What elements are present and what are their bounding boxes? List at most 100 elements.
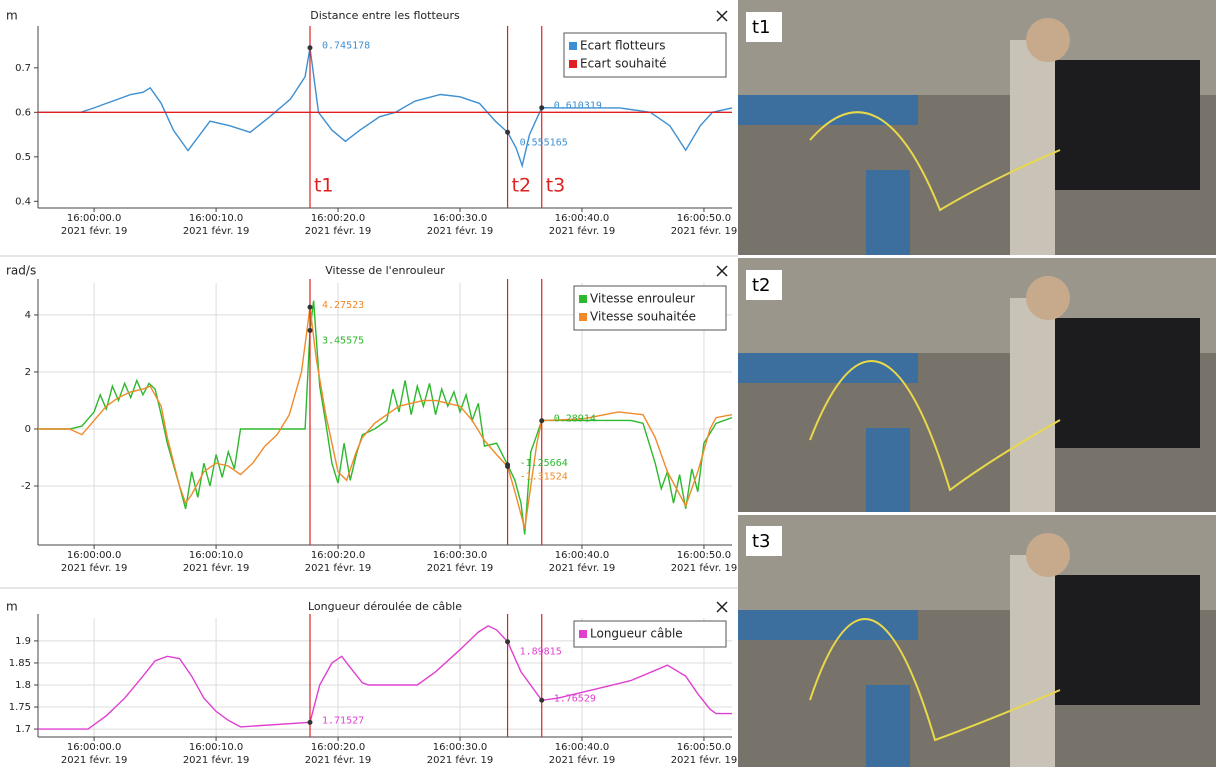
cursor-value: 3.45575 [322, 335, 364, 346]
cursor-dot [539, 418, 545, 424]
legend-box [563, 32, 727, 78]
x-tick-label: 16:00:50.0 [677, 550, 731, 561]
y-tick-label: 0.4 [15, 196, 31, 207]
x-tick-sublabel: 2021 févr. 19 [427, 754, 494, 766]
y-tick-label: 1.7 [15, 724, 31, 735]
x-tick-label: 16:00:40.0 [555, 213, 609, 224]
legend-label: Ecart souhaité [580, 57, 667, 71]
legend-box [573, 620, 727, 648]
photo [738, 258, 1216, 512]
cursor-dot [307, 719, 313, 725]
x-tick-sublabel: 2021 févr. 19 [305, 754, 372, 766]
y-tick-label: 0.6 [15, 107, 31, 118]
cursor-label: t1 [314, 175, 334, 197]
legend-label: Longueur câble [590, 627, 683, 641]
cursor-value: 0.28914 [554, 414, 596, 425]
y-tick-label: 1.9 [15, 636, 31, 647]
x-tick-label: 16:00:20.0 [311, 213, 365, 224]
y-tick-label: 0 [25, 424, 31, 435]
cursor-dot [539, 105, 545, 111]
x-tick-sublabel: 2021 févr. 19 [61, 754, 128, 766]
x-tick-sublabel: 2021 févr. 19 [183, 754, 250, 766]
y-unit: rad/s [6, 264, 36, 278]
x-tick-label: 16:00:40.0 [555, 550, 609, 561]
legend-swatch [569, 42, 577, 50]
x-tick-sublabel: 2021 févr. 19 [671, 754, 738, 766]
y-tick-label: 1.75 [9, 702, 31, 713]
x-tick-label: 16:00:40.0 [555, 742, 609, 753]
x-tick-sublabel: 2021 févr. 19 [61, 225, 128, 237]
cursor-dot [505, 639, 511, 645]
legend-swatch [579, 313, 587, 321]
close-button[interactable] [716, 265, 728, 277]
photo-label: t1 [752, 17, 771, 38]
x-tick-label: 16:00:10.0 [189, 550, 243, 561]
cursor-dot [505, 129, 511, 135]
x-tick-label: 16:00:30.0 [433, 213, 487, 224]
x-tick-label: 16:00:10.0 [189, 742, 243, 753]
cursor-value: 1.89815 [520, 647, 562, 658]
x-tick-sublabel: 2021 févr. 19 [305, 225, 372, 237]
photo [738, 0, 1216, 255]
x-tick-label: 16:00:00.0 [67, 550, 121, 561]
x-tick-sublabel: 2021 févr. 19 [427, 225, 494, 237]
x-tick-label: 16:00:30.0 [433, 550, 487, 561]
y-tick-label: 1.85 [9, 658, 31, 669]
cursor-value: 4.27523 [322, 300, 364, 311]
cursor-dot [307, 45, 313, 51]
cursor-value: 1.76529 [554, 693, 596, 704]
y-tick-label: 1.8 [15, 680, 31, 691]
x-tick-label: 16:00:50.0 [677, 213, 731, 224]
x-tick-sublabel: 2021 févr. 19 [183, 225, 250, 237]
legend-label: Vitesse souhaitée [590, 310, 696, 324]
y-tick-label: -2 [21, 481, 31, 492]
chart-title: Distance entre les flotteurs [310, 9, 460, 22]
series-line [38, 625, 732, 730]
legend-label: Vitesse enrouleur [590, 292, 695, 306]
cursor-value: -1.31524 [520, 471, 568, 482]
legend-label: Ecart flotteurs [580, 39, 665, 53]
y-tick-label: 4 [25, 310, 31, 321]
cursor-value: -1.25664 [520, 458, 568, 469]
x-tick-label: 16:00:10.0 [189, 213, 243, 224]
x-tick-sublabel: 2021 févr. 19 [61, 562, 128, 574]
x-tick-label: 16:00:00.0 [67, 213, 121, 224]
y-unit: m [6, 9, 18, 23]
cursor-value: 0.745178 [322, 41, 370, 52]
x-tick-label: 16:00:30.0 [433, 742, 487, 753]
cursor-dot [307, 304, 313, 310]
x-tick-label: 16:00:50.0 [677, 742, 731, 753]
x-tick-sublabel: 2021 févr. 19 [549, 754, 616, 766]
close-button[interactable] [716, 601, 728, 613]
close-button[interactable] [716, 10, 728, 22]
x-tick-sublabel: 2021 févr. 19 [549, 225, 616, 237]
photo-label: t3 [752, 531, 771, 552]
cursor-value: 0.610319 [554, 101, 602, 112]
chart-title: Longueur déroulée de câble [308, 600, 462, 613]
cursor-label: t2 [512, 175, 532, 197]
cursor-dot [505, 463, 511, 469]
photo [738, 515, 1216, 767]
legend-swatch [569, 60, 577, 68]
x-tick-sublabel: 2021 févr. 19 [427, 562, 494, 574]
cursor-dot [307, 327, 313, 333]
y-tick-label: 0.7 [15, 63, 31, 74]
cursor-value: 0.555165 [520, 137, 568, 148]
x-tick-sublabel: 2021 févr. 19 [671, 225, 738, 237]
x-tick-label: 16:00:00.0 [67, 742, 121, 753]
legend-box [573, 285, 727, 331]
legend-swatch [579, 630, 587, 638]
y-tick-label: 2 [25, 367, 31, 378]
series-line [38, 307, 733, 529]
x-tick-sublabel: 2021 févr. 19 [549, 562, 616, 574]
x-tick-label: 16:00:20.0 [311, 742, 365, 753]
cursor-dot [539, 697, 545, 703]
series-line [38, 47, 733, 169]
cursor-label: t3 [546, 175, 566, 197]
cursor-value: 1.71527 [322, 715, 364, 726]
photo-label: t2 [752, 275, 771, 296]
legend-swatch [579, 295, 587, 303]
y-tick-label: 0.5 [15, 152, 31, 163]
x-tick-sublabel: 2021 févr. 19 [671, 562, 738, 574]
